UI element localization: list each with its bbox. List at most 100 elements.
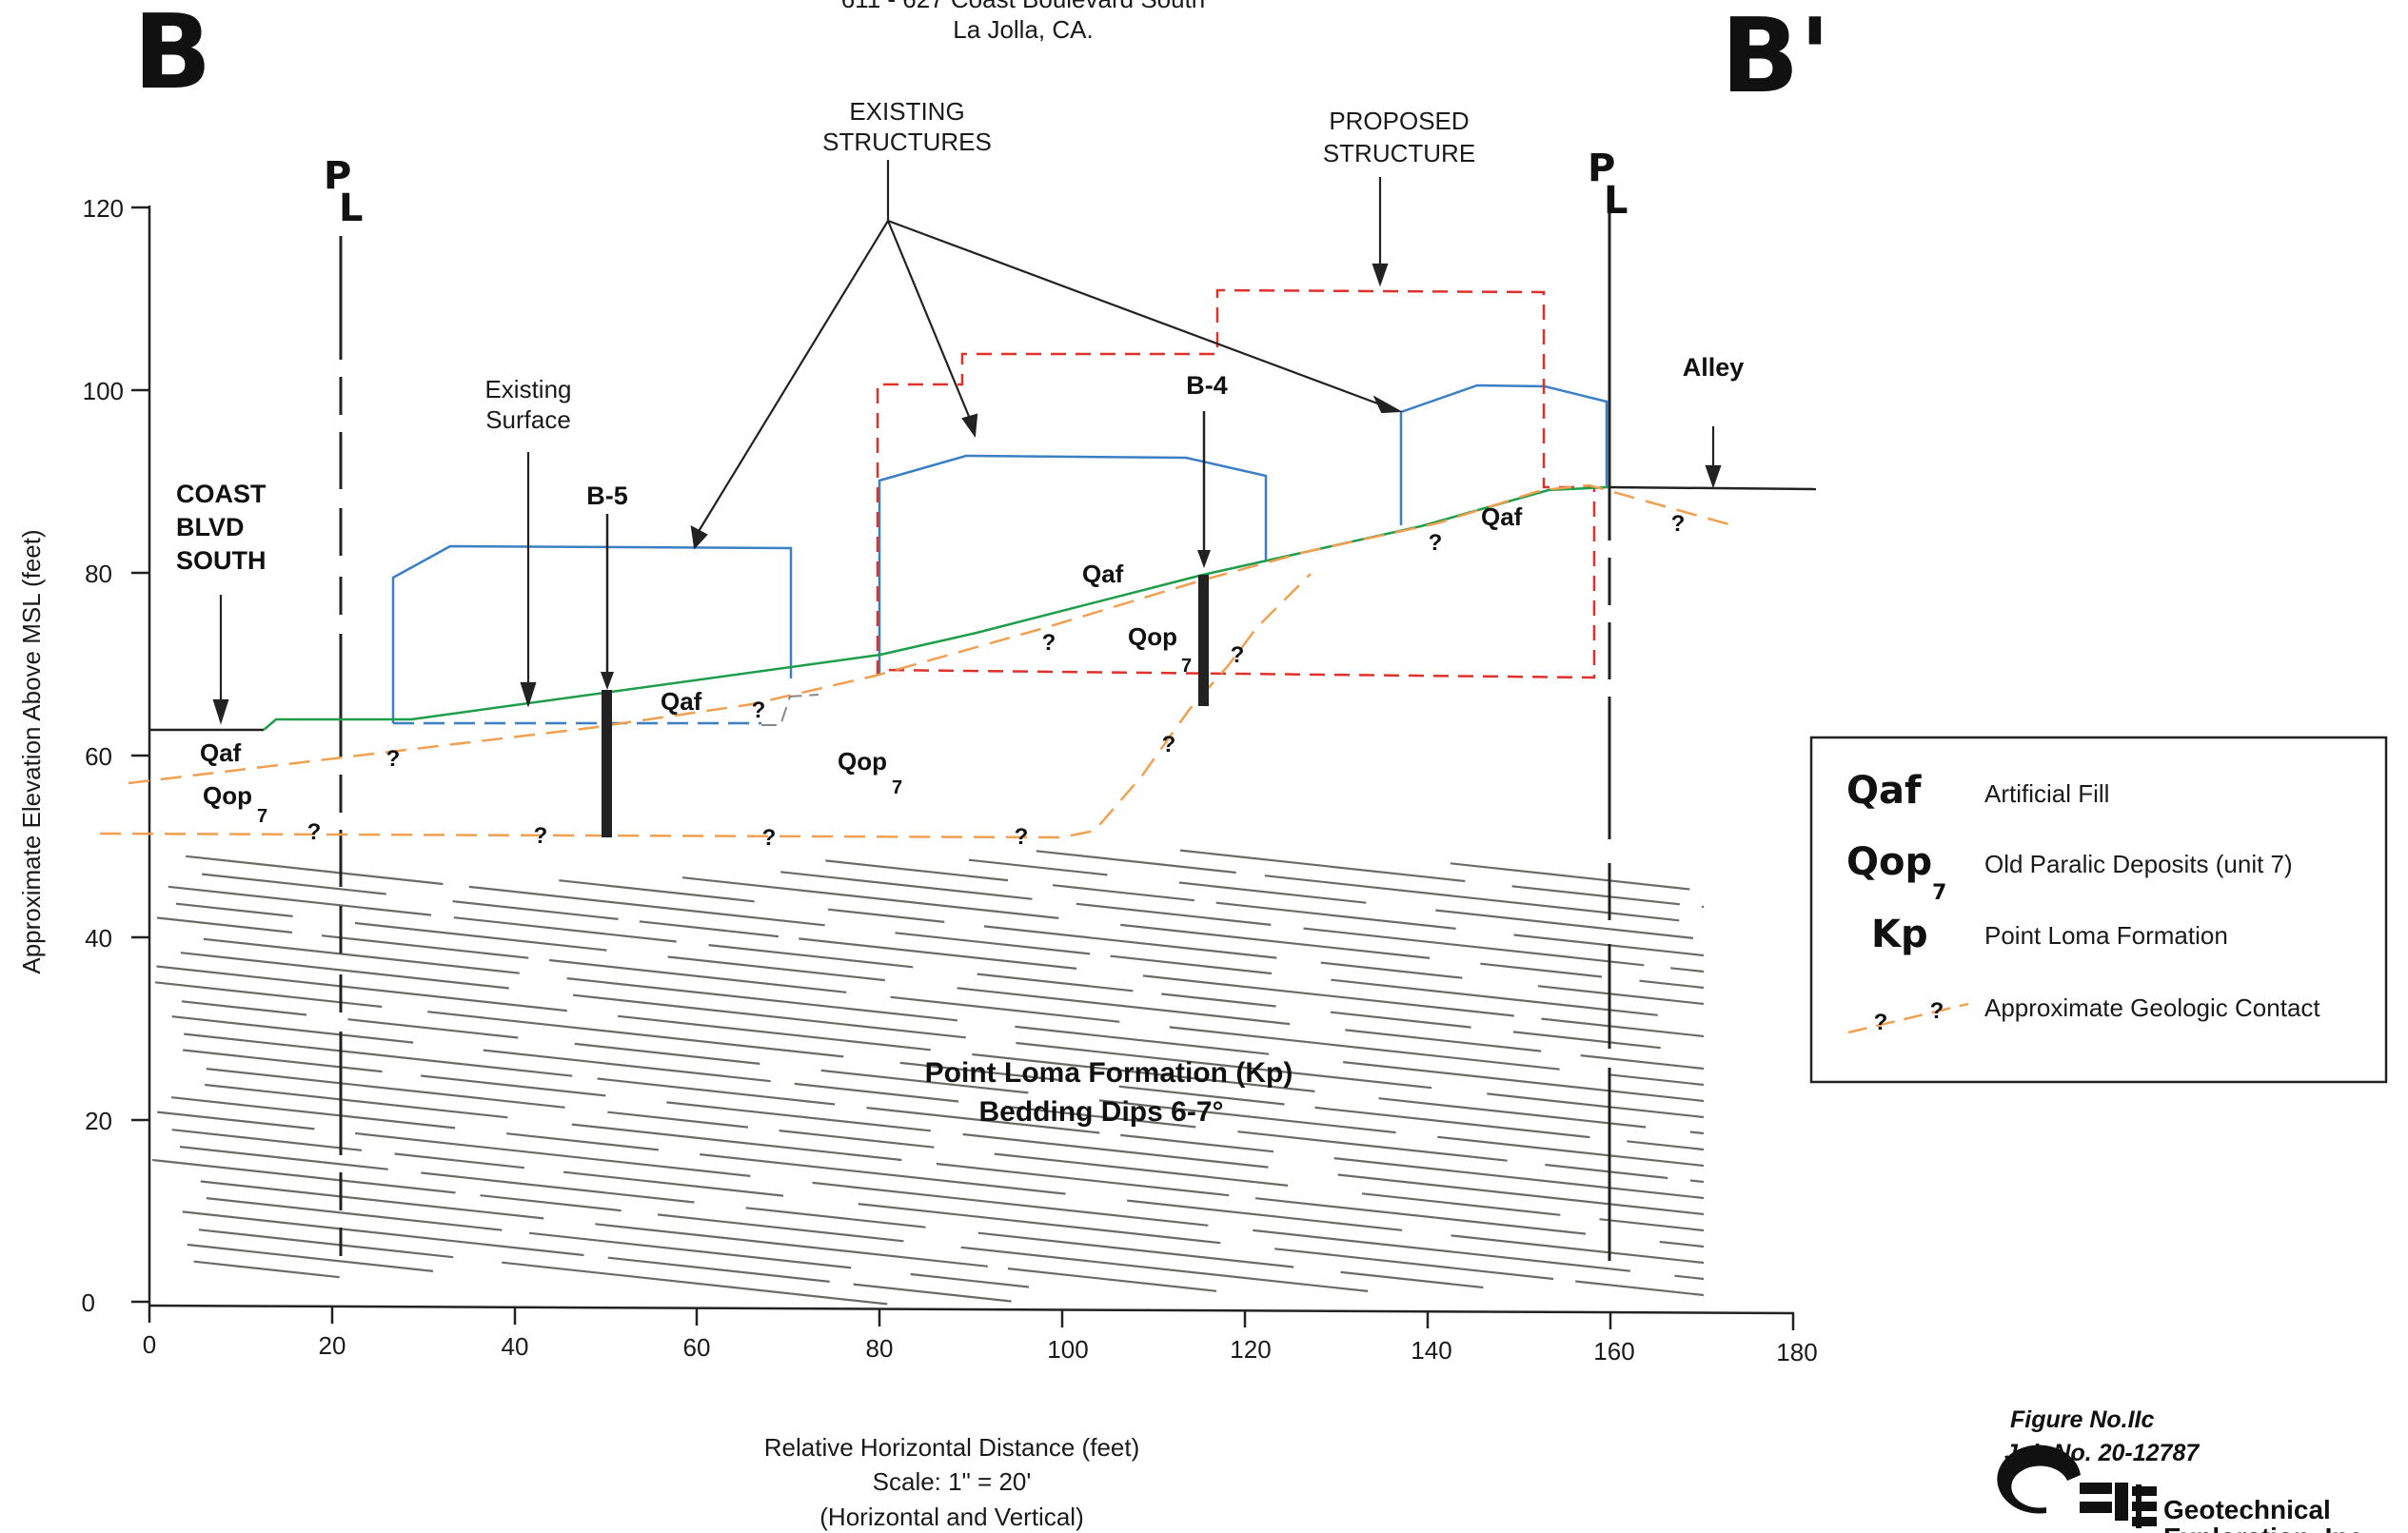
legend-description: Artificial Fill xyxy=(1984,779,2109,808)
property-line-l: L xyxy=(1604,179,1628,223)
bedding-line xyxy=(1541,1017,1705,1038)
bedding-line xyxy=(639,920,780,938)
bedding-line xyxy=(972,1052,1315,1092)
geologic-contacts xyxy=(99,483,1733,839)
bedding-line xyxy=(1303,927,1645,967)
bedding-line xyxy=(187,1243,434,1272)
existing-structures-label: EXISTING xyxy=(849,97,964,126)
bedding-line xyxy=(1340,1270,1484,1289)
bedding-line xyxy=(203,937,520,974)
question-marker: ? xyxy=(1162,732,1176,757)
x-axis-title: Relative Horizontal Distance (feet) xyxy=(764,1433,1140,1462)
bedding-line xyxy=(193,1260,340,1279)
bedding-line xyxy=(152,1158,456,1194)
y-tick-marks xyxy=(131,206,149,1304)
scale-note: (Horizontal and Vertical) xyxy=(819,1503,1083,1531)
bedding-line xyxy=(780,871,1033,900)
question-marker: ? xyxy=(1429,530,1443,556)
bedding-line xyxy=(595,1223,988,1268)
existing-surface-label: Existing xyxy=(484,375,571,403)
bedding-line xyxy=(1575,1280,1705,1297)
unit-label-qaf: Qaf xyxy=(1481,502,1523,531)
bedding-line xyxy=(1659,1240,1705,1248)
address-line-1: 611 - 627 Coast Boulevard South xyxy=(841,0,1206,13)
bedding-line xyxy=(779,1130,935,1149)
bedding-line xyxy=(184,1032,573,1077)
question-marker: ? xyxy=(752,698,766,723)
bedding-line xyxy=(566,977,957,1022)
bedding-line xyxy=(1254,1197,1587,1235)
x-tick-label: 180 xyxy=(1776,1338,1817,1366)
bedding-line xyxy=(421,1171,695,1204)
property-line-p: P xyxy=(1588,147,1615,190)
bedding-line xyxy=(1120,923,1431,959)
bedding-line xyxy=(820,1069,1029,1094)
bedding-line xyxy=(1437,1135,1705,1168)
bedding-line xyxy=(202,873,386,895)
scale-label: Scale: 1" = 20' xyxy=(873,1467,1032,1496)
bedding-line xyxy=(572,993,966,1039)
bedding-line xyxy=(607,1110,749,1129)
bedding-line xyxy=(1098,1099,1396,1134)
bedding-line xyxy=(1487,1092,1705,1119)
bedding-line xyxy=(181,1000,307,1016)
bedding-line xyxy=(1161,993,1276,1008)
bedding-line xyxy=(480,1194,622,1212)
bedding-line xyxy=(1674,1274,1705,1281)
question-marker: ? xyxy=(1671,511,1686,537)
bedding-line xyxy=(171,1129,363,1151)
bedding-line xyxy=(1609,1073,1705,1087)
bedding-line xyxy=(1333,1157,1705,1200)
bedding-line xyxy=(666,1101,931,1132)
bedding-line xyxy=(1052,884,1195,902)
bedding-line xyxy=(179,1146,388,1170)
bedding-line xyxy=(563,1170,784,1197)
bedding-line xyxy=(321,934,529,959)
bedding-line xyxy=(206,1197,503,1231)
bedding-line xyxy=(1378,1097,1647,1129)
legend-description: Approximate Geologic Contact xyxy=(1984,993,2320,1022)
unit-subscript: 7 xyxy=(1181,656,1192,677)
legend-description: Point Loma Formation xyxy=(1984,921,2228,950)
bedding-line xyxy=(968,858,1108,876)
bedding-line xyxy=(1689,1179,1705,1184)
bedding-line xyxy=(657,1213,904,1243)
bedding-line xyxy=(1118,1085,1285,1106)
bedding-line xyxy=(559,879,755,903)
existing-structures xyxy=(391,383,1609,725)
bedding-line xyxy=(1639,979,1705,990)
bedding-line xyxy=(1314,1106,1590,1139)
unit-label-qaf: Qaf xyxy=(661,687,702,716)
bedding-line xyxy=(1274,1248,1554,1281)
bedding-line xyxy=(617,1014,931,1051)
bedding-line xyxy=(1343,1061,1705,1103)
unit-label-qaf: Qaf xyxy=(200,738,242,767)
y-tick-label: 80 xyxy=(85,560,112,588)
legend-symbol: Kp xyxy=(1871,913,1928,956)
x-tick-label: 40 xyxy=(502,1332,529,1361)
bedding-line xyxy=(483,1049,771,1083)
bedding-line xyxy=(977,973,1134,993)
boring-b4-label: B-4 xyxy=(1186,371,1228,400)
y-tick-label: 0 xyxy=(82,1288,95,1317)
bedding-line xyxy=(1330,1011,1471,1029)
question-marker: ? xyxy=(307,819,322,845)
bedding-line xyxy=(205,1083,508,1119)
bedding-line xyxy=(960,1246,1369,1292)
legend-symbol: Qaf xyxy=(1846,769,1922,813)
y-tick-label: 20 xyxy=(85,1107,112,1135)
y-tick-label: 100 xyxy=(83,377,124,405)
bedding-line xyxy=(962,1132,1269,1169)
bedding-line xyxy=(1580,1054,1705,1071)
question-marker: ? xyxy=(534,823,548,849)
uncertain-contact-markers: ? ? ? ? ? ? ? ? ? ? ? xyxy=(307,511,1686,851)
bedding-line xyxy=(198,1228,454,1259)
bedding-line xyxy=(708,944,914,969)
bedding-line xyxy=(1320,961,1463,979)
bedding-line xyxy=(1237,1130,1508,1162)
legend-contact-line xyxy=(1847,1002,1969,1034)
bedding-line xyxy=(528,1231,852,1269)
property-line-p: P xyxy=(324,154,351,198)
unit-label-qaf: Qaf xyxy=(1082,560,1124,588)
bedding-line xyxy=(354,921,607,952)
